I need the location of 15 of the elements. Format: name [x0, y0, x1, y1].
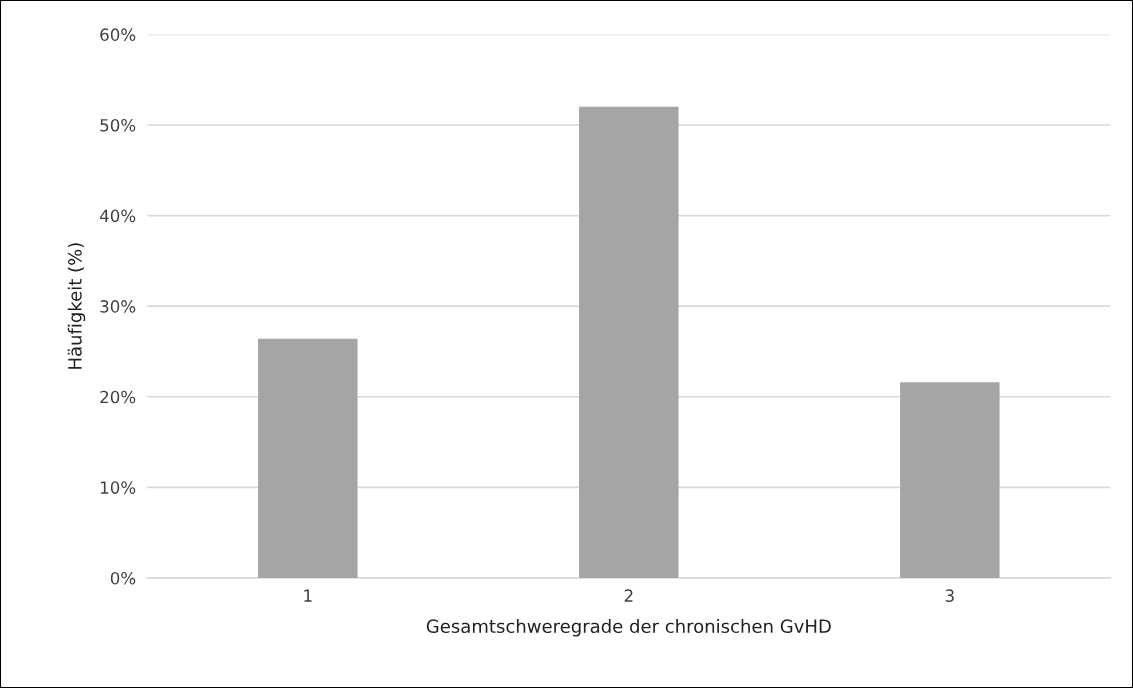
- y-tick-label: 50%: [100, 118, 136, 132]
- y-tick-label: 60%: [100, 28, 136, 41]
- y-tick-label: 10%: [100, 481, 136, 494]
- x-axis-title: Gesamtschweregrade der chronischen GvHD: [426, 619, 831, 637]
- bar: [258, 338, 358, 578]
- x-tick-label: 1: [304, 589, 312, 602]
- y-tick-label: 20%: [100, 390, 136, 404]
- y-axis-title: Häufigkeit (%): [67, 243, 86, 369]
- y-tick-label: 40%: [99, 209, 136, 223]
- bar: [579, 106, 679, 578]
- x-tick-label: 3: [945, 589, 954, 602]
- y-tick-label: 30%: [100, 300, 136, 313]
- y-tick-label: 0%: [110, 571, 136, 585]
- bar: [900, 382, 1000, 578]
- x-tick-label: 2: [624, 589, 633, 602]
